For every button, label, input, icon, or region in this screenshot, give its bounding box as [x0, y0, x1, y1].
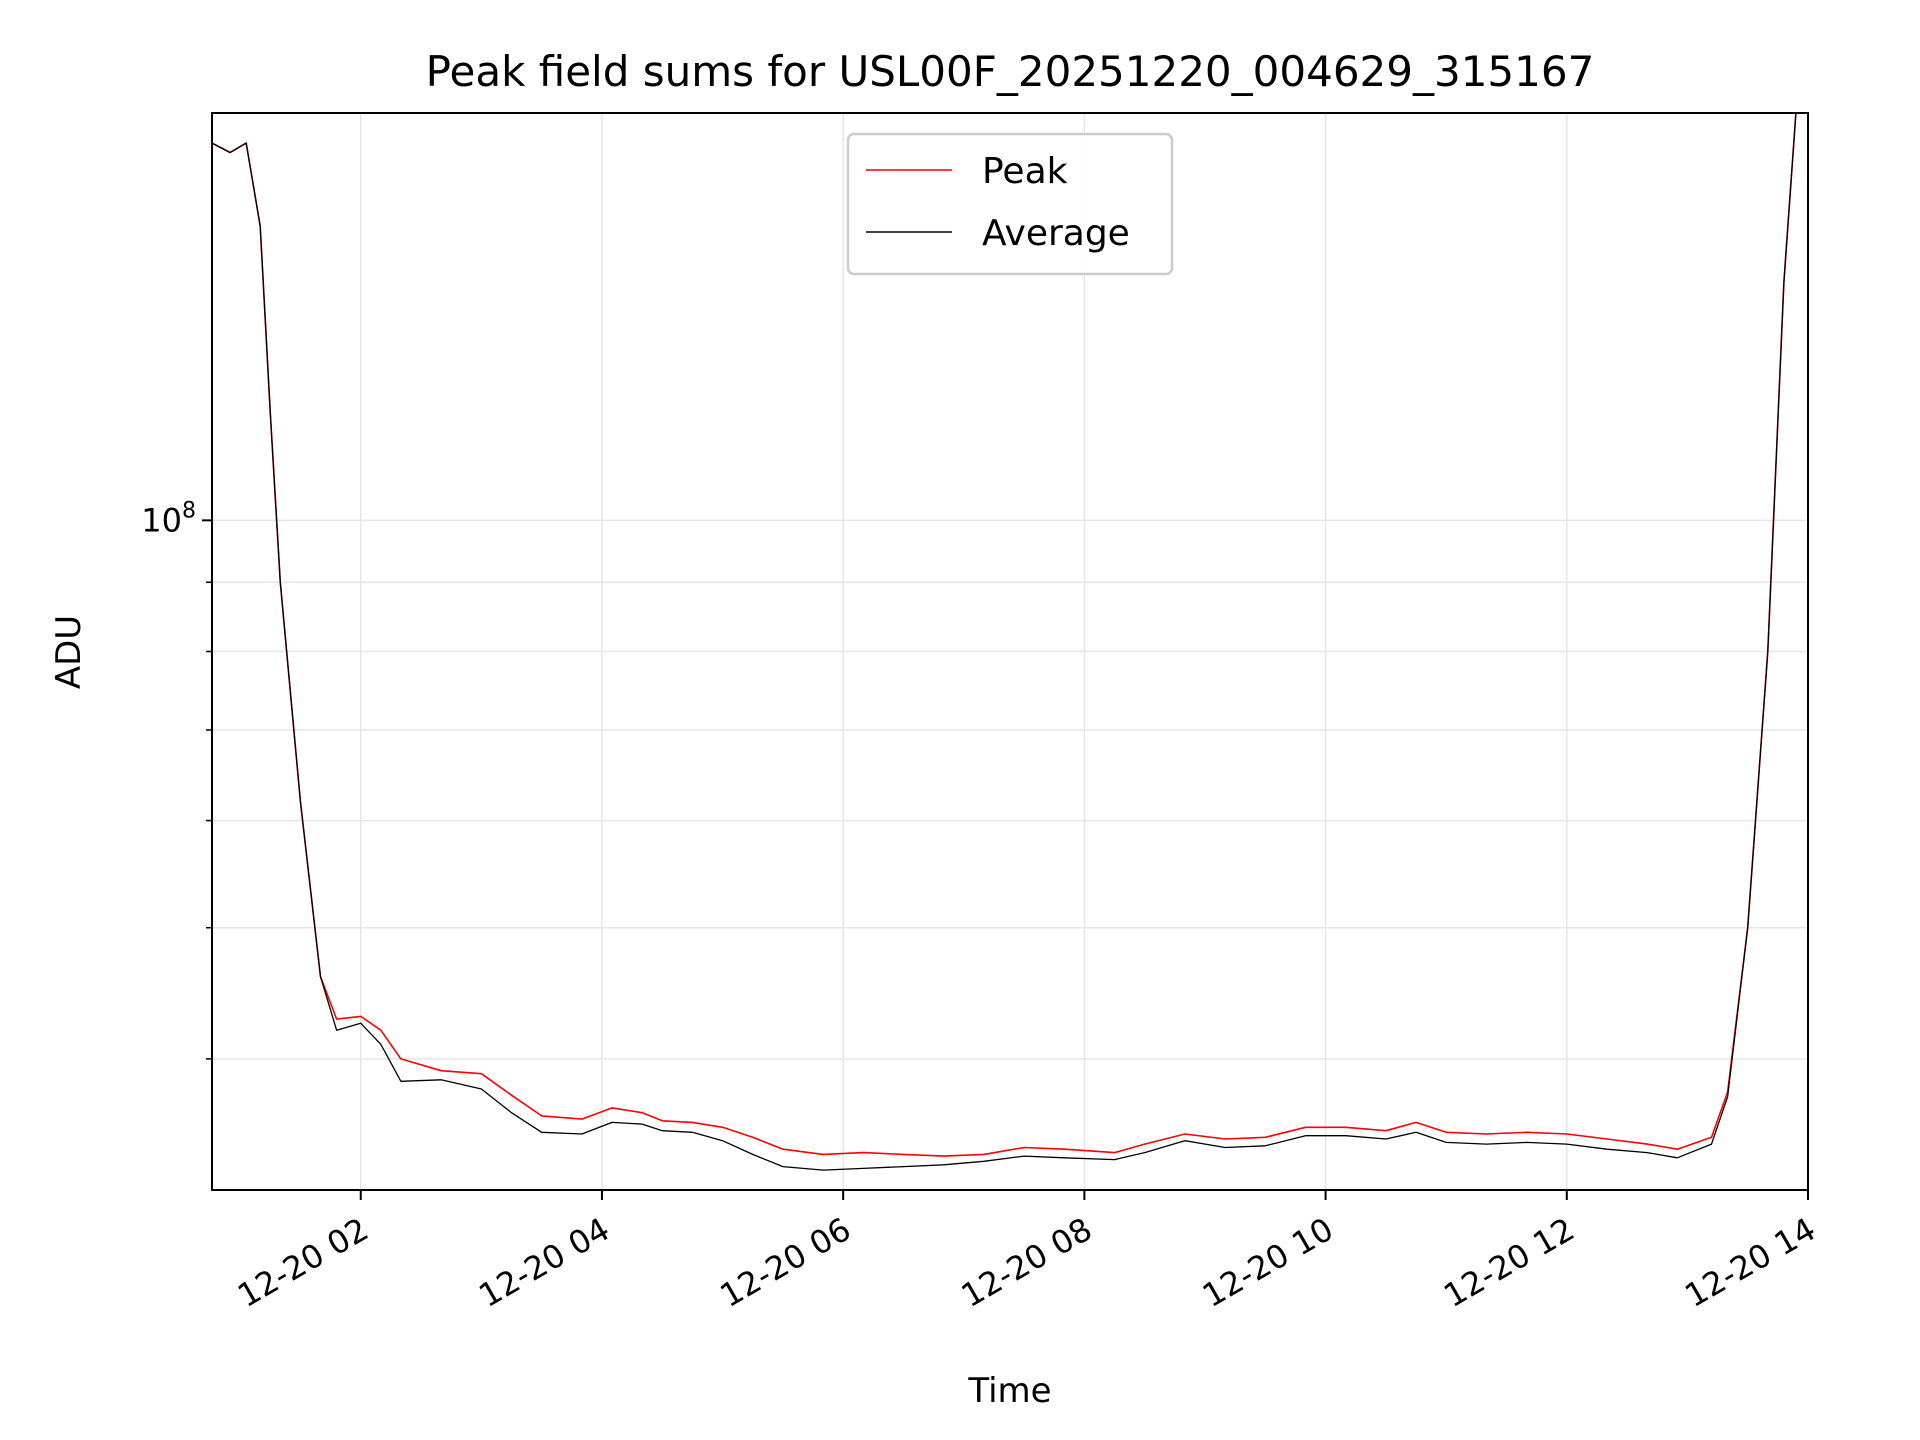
- series-layer: [212, 113, 1797, 1171]
- legend: Peak Average: [846, 132, 1174, 276]
- legend-box: [846, 132, 1174, 276]
- legend-label-peak: Peak: [982, 151, 1068, 192]
- grid: [212, 113, 1808, 1190]
- legend-label-average: Average: [982, 213, 1130, 254]
- chart-title: Peak field sums for USL00F_20251220_0046…: [426, 47, 1595, 96]
- y-tick-label-base: 10: [141, 501, 182, 539]
- y-axis-ticks: 108: [141, 498, 212, 1060]
- x-axis-label: Time: [967, 1371, 1051, 1411]
- series-line-peak: [212, 113, 1797, 1157]
- y-tick-label-exponent: 8: [182, 498, 196, 523]
- series-line-average: [212, 113, 1797, 1171]
- y-tick-label: 108: [141, 498, 196, 539]
- y-axis-label: ADU: [49, 615, 89, 689]
